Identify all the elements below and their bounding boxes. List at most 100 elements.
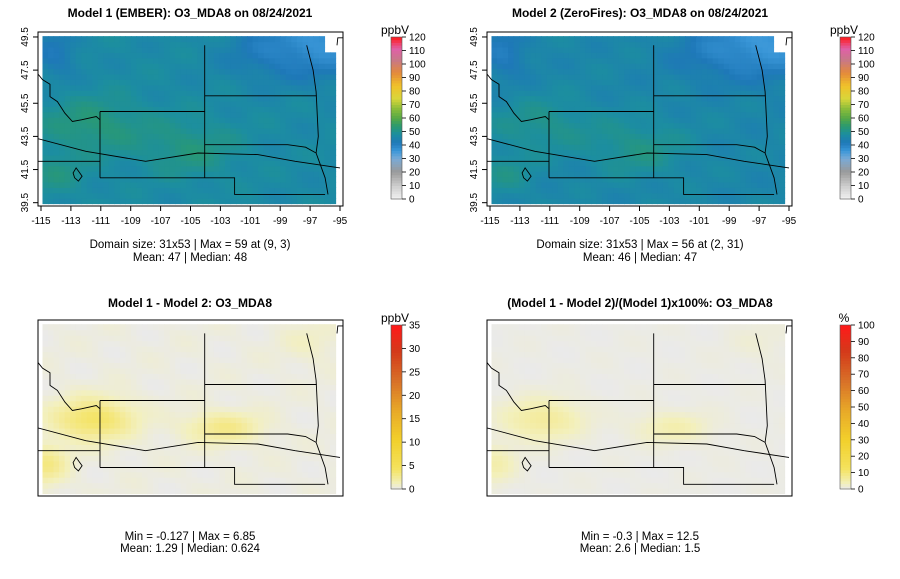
heatmap-cell	[236, 346, 243, 353]
heatmap-cell	[591, 46, 598, 53]
heatmap-cell	[734, 133, 741, 140]
heatmap-cell	[662, 165, 670, 172]
heatmap-cell	[191, 79, 198, 86]
heatmap-cell	[524, 95, 531, 102]
heatmap-cell	[535, 111, 542, 118]
heatmap-cell	[81, 378, 88, 385]
heatmap-cell	[313, 160, 320, 167]
heatmap-cell	[718, 171, 725, 178]
heatmap-cell	[59, 149, 66, 156]
heatmap-cell	[762, 122, 769, 129]
heatmap-cell	[208, 356, 215, 364]
heatmap-cell	[280, 68, 287, 75]
heatmap-cell	[75, 63, 82, 70]
heatmap-cell	[224, 466, 232, 473]
heatmap-cell	[164, 95, 171, 102]
heatmap-cell	[662, 133, 670, 140]
heatmap-cell	[114, 117, 121, 124]
heatmap-cell	[302, 57, 309, 64]
heatmap-cell	[330, 160, 337, 167]
heatmap-cell	[59, 455, 66, 462]
heatmap-cell	[81, 73, 88, 80]
heatmap-cell	[274, 482, 281, 489]
colorbar-swatch	[391, 145, 402, 149]
heatmap-cell	[541, 117, 548, 124]
heatmap-cell	[274, 367, 281, 374]
heatmap-cell	[762, 187, 769, 194]
heatmap-cell	[685, 63, 692, 70]
heatmap-cell	[624, 52, 631, 59]
heatmap-cell	[114, 63, 121, 70]
heatmap-cell	[42, 79, 49, 86]
heatmap-cell	[745, 68, 752, 75]
x-tick-label: -101	[689, 216, 709, 227]
heatmap-cell	[81, 90, 88, 97]
heatmap-cell	[740, 95, 747, 102]
heatmap-cell	[729, 46, 736, 53]
heatmap-cell	[646, 181, 653, 188]
heatmap-cell	[70, 488, 77, 495]
heatmap-cell	[119, 384, 127, 391]
heatmap-cell	[175, 46, 182, 53]
heatmap-cell	[219, 351, 226, 358]
heatmap-cell	[125, 433, 132, 440]
heatmap-cell	[330, 367, 337, 374]
heatmap-cell	[313, 460, 320, 467]
heatmap-cell	[773, 84, 780, 91]
heatmap-cell	[153, 117, 160, 124]
heatmap-cell	[591, 127, 598, 134]
heatmap-cell	[330, 449, 337, 456]
heatmap-cell	[491, 90, 498, 97]
heatmap-cell	[291, 466, 298, 473]
heatmap-cell	[585, 176, 592, 183]
heatmap-cell	[70, 165, 77, 172]
heatmap-cell	[125, 411, 132, 418]
heatmap-cell	[574, 90, 581, 97]
heatmap-cell	[219, 133, 226, 140]
heatmap-cell	[180, 144, 187, 151]
heatmap-cell	[302, 198, 309, 205]
heatmap-cell	[324, 181, 331, 188]
heatmap-cell	[330, 482, 337, 489]
heatmap-cell	[274, 149, 281, 156]
heatmap-cell	[219, 427, 226, 435]
colorbar-tick-label: 50	[409, 127, 421, 138]
heatmap-cell	[296, 68, 303, 75]
heatmap-cell	[701, 181, 708, 188]
heatmap-cell	[208, 133, 215, 140]
heatmap-cell	[142, 477, 149, 484]
heatmap-cell	[541, 192, 548, 199]
heatmap-cell	[130, 63, 138, 70]
heatmap-cell	[557, 41, 564, 48]
heatmap-cell	[175, 389, 182, 396]
heatmap-cell	[191, 433, 198, 440]
heatmap-cell	[42, 171, 49, 178]
heatmap-cell	[103, 444, 110, 451]
heatmap-cell	[241, 367, 248, 374]
heatmap-cell	[236, 149, 243, 156]
colorbar-tick-label: 90	[409, 73, 421, 84]
heatmap-cell	[59, 122, 66, 129]
heatmap-cell	[640, 176, 647, 183]
heatmap-cell	[690, 79, 697, 86]
heatmap-cell	[186, 165, 193, 172]
heatmap-cell	[662, 68, 670, 75]
colorbar-swatch	[391, 50, 402, 54]
heatmap-cell	[130, 427, 138, 435]
heatmap-cell	[197, 127, 204, 134]
heatmap-cell	[668, 84, 675, 91]
heatmap-cell	[180, 187, 187, 194]
heatmap-cell	[568, 117, 576, 124]
heatmap-cell	[701, 46, 708, 53]
heatmap-cell	[707, 192, 714, 199]
heatmap-cell	[42, 176, 49, 183]
heatmap-cell	[613, 122, 620, 129]
heatmap-cell	[546, 144, 553, 151]
heatmap-cell	[186, 373, 193, 380]
heatmap-cell	[142, 433, 149, 440]
heatmap-cell	[712, 122, 719, 129]
heatmap-cell	[180, 378, 187, 385]
heatmap-cell	[618, 57, 625, 64]
heatmap-cell	[186, 351, 193, 358]
heatmap-cell	[48, 192, 55, 199]
